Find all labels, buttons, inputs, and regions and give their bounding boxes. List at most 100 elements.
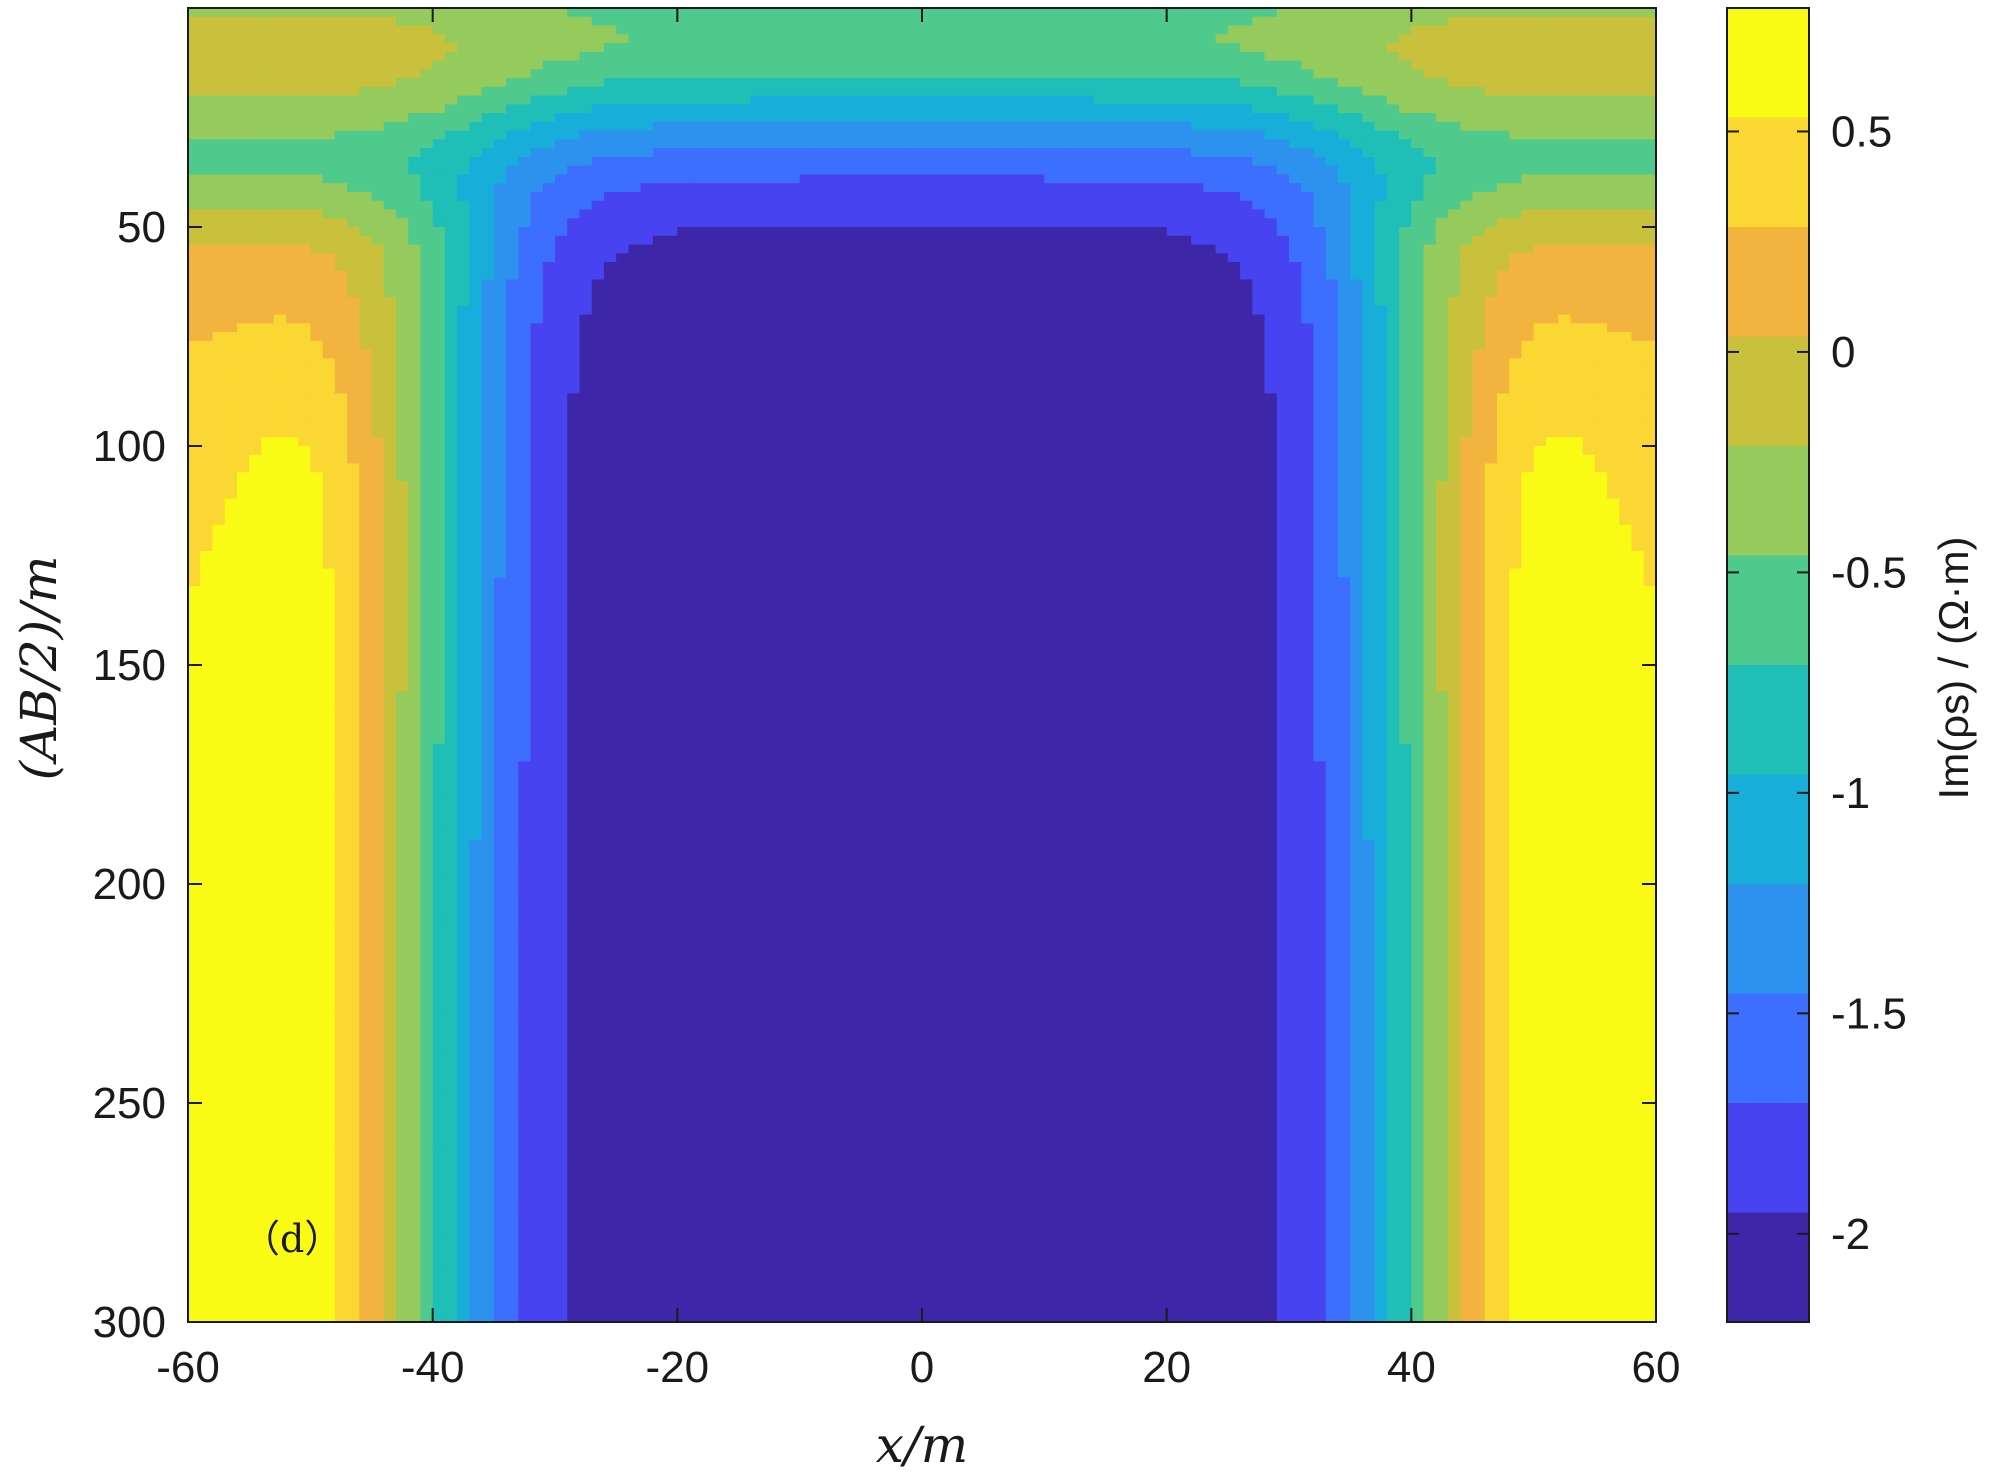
heatmap-cell <box>1252 323 1266 333</box>
heatmap-cell <box>1203 156 1217 167</box>
heatmap-cell <box>224 200 238 211</box>
heatmap-cell <box>714 314 727 324</box>
heatmap-cell <box>1215 113 1229 123</box>
heatmap-cell <box>1423 200 1437 211</box>
heatmap-cell <box>1399 86 1412 97</box>
heatmap-cell <box>1081 288 1094 298</box>
heatmap-cell <box>1227 148 1241 158</box>
heatmap-cell <box>689 95 703 105</box>
heatmap-cell <box>1582 139 1596 149</box>
heatmap-cell <box>1484 78 1498 88</box>
heatmap-cell <box>689 60 703 70</box>
heatmap-cell <box>1215 349 1229 359</box>
heatmap-cell <box>1448 253 1461 263</box>
heatmap-cell <box>603 78 617 88</box>
heatmap-cell <box>334 227 348 237</box>
heatmap-cell <box>958 297 972 307</box>
heatmap-cell <box>787 227 801 237</box>
heatmap-cell <box>579 332 593 342</box>
heatmap-cell <box>1643 34 1656 44</box>
heatmap-cell <box>1093 104 1107 114</box>
heatmap-cell <box>1007 235 1021 246</box>
heatmap-cell <box>310 218 324 228</box>
heatmap-cell <box>567 60 581 70</box>
heatmap-cell <box>188 25 201 35</box>
heatmap-cell <box>481 130 495 140</box>
heatmap-cell <box>1252 191 1266 202</box>
heatmap-cell <box>1411 253 1425 263</box>
heatmap-cell <box>1105 288 1119 298</box>
heatmap-cell <box>1582 323 1596 333</box>
heatmap-cell <box>1276 191 1290 202</box>
heatmap-cell <box>873 174 886 184</box>
heatmap-cell <box>1276 86 1290 97</box>
heatmap-cell <box>224 323 238 333</box>
heatmap-cell <box>1032 191 1045 202</box>
heatmap-cell <box>750 174 764 184</box>
heatmap-cell <box>371 305 385 316</box>
heatmap-cell <box>383 349 397 359</box>
heatmap-cell <box>1007 244 1021 254</box>
heatmap-cell <box>579 130 593 140</box>
heatmap-cell <box>1594 78 1608 88</box>
heatmap-cell <box>395 218 409 228</box>
heatmap-cell <box>836 340 850 351</box>
heatmap-cell <box>1117 183 1131 193</box>
heatmap-cell <box>1619 25 1633 35</box>
heatmap-cell <box>1325 288 1339 298</box>
heatmap-cell <box>1093 43 1107 53</box>
heatmap-cell <box>1203 288 1217 298</box>
heatmap-cell <box>322 121 336 132</box>
heatmap-cell <box>824 86 837 97</box>
heatmap-cell <box>469 367 483 377</box>
heatmap-cell <box>249 51 262 62</box>
heatmap-cell <box>811 43 825 53</box>
heatmap-cell <box>934 174 948 184</box>
heatmap-cell <box>1460 244 1474 254</box>
heatmap-cell <box>665 183 678 193</box>
heatmap-cell <box>1227 288 1241 298</box>
heatmap-cell <box>579 86 593 97</box>
heatmap-cell <box>420 235 434 246</box>
heatmap-cell <box>1166 323 1180 333</box>
heatmap-cell <box>983 262 996 272</box>
heatmap-cell <box>983 148 996 158</box>
heatmap-cell <box>1117 200 1131 211</box>
heatmap-cell <box>273 174 287 184</box>
heatmap-cell <box>1203 165 1217 176</box>
heatmap-cell <box>958 367 972 377</box>
heatmap-cell <box>236 279 250 289</box>
heatmap-cell <box>1313 16 1327 27</box>
heatmap-cell <box>444 8 458 18</box>
heatmap-cell <box>1252 209 1266 219</box>
heatmap-cell <box>1203 130 1217 140</box>
heatmap-cell <box>714 148 727 158</box>
heatmap-cell <box>677 358 691 368</box>
heatmap-cell <box>1423 235 1437 246</box>
heatmap-cell <box>1460 279 1474 289</box>
heatmap-cell <box>934 78 948 88</box>
heatmap-cell <box>383 34 397 44</box>
heatmap-cell <box>383 139 397 149</box>
heatmap-cell <box>383 130 397 140</box>
heatmap-cell <box>579 25 593 35</box>
heatmap-cell <box>1068 16 1082 27</box>
heatmap-cell <box>1240 191 1253 202</box>
heatmap-cell <box>1081 104 1094 114</box>
heatmap-cell <box>1350 227 1363 237</box>
heatmap-cell <box>1081 78 1094 88</box>
heatmap-cell <box>652 218 666 228</box>
heatmap-cell <box>530 262 544 272</box>
heatmap-cell <box>347 139 360 149</box>
heatmap-cell <box>298 340 311 351</box>
heatmap-cell <box>873 60 886 70</box>
heatmap-cell <box>188 156 201 167</box>
heatmap-cell <box>1227 34 1241 44</box>
heatmap-cell <box>897 209 911 219</box>
heatmap-cell <box>1460 34 1474 44</box>
heatmap-cell <box>506 130 519 140</box>
heatmap-cell <box>1631 270 1645 281</box>
heatmap-cell <box>811 60 825 70</box>
heatmap-cell <box>444 367 458 377</box>
heatmap-cell <box>334 139 348 149</box>
